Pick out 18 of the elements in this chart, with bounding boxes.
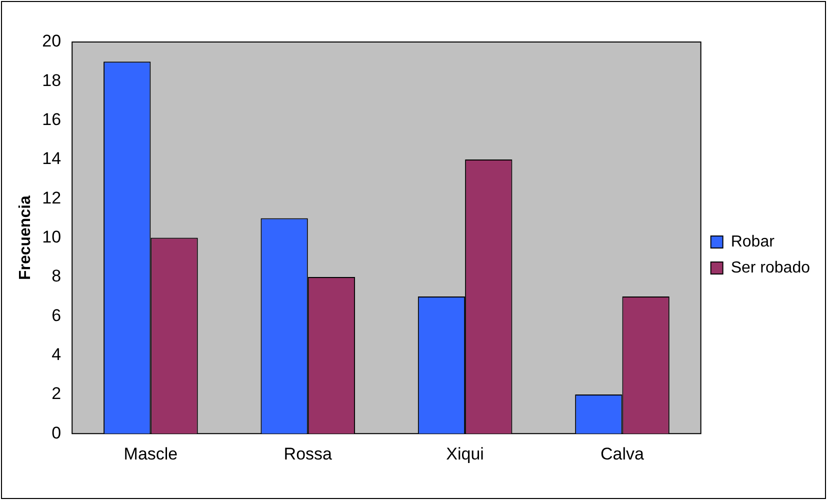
y-tick-label: 6: [52, 306, 62, 325]
y-tick-label: 8: [52, 266, 62, 286]
x-tick-label: Rossa: [284, 444, 333, 464]
y-tick-label: 18: [42, 70, 62, 90]
y-tick-label: 10: [42, 227, 62, 246]
x-tick-label: Mascle: [124, 444, 178, 464]
y-tick-label: 2: [52, 384, 62, 404]
y-tick-label: 14: [42, 149, 62, 168]
y-tick-label: 12: [42, 188, 62, 208]
y-tick-label: 0: [52, 423, 62, 442]
y-tick-label: 4: [52, 344, 62, 364]
x-tick-label: Xiqui: [446, 444, 484, 464]
y-tick-label: 20: [42, 32, 62, 51]
y-axis-title: Frecuencia: [17, 195, 34, 280]
x-tick-label: Calva: [600, 444, 645, 464]
y-tick-label: 16: [42, 110, 62, 130]
legend-label: Ser robado: [730, 259, 810, 276]
legend-label: Robar: [730, 233, 776, 250]
